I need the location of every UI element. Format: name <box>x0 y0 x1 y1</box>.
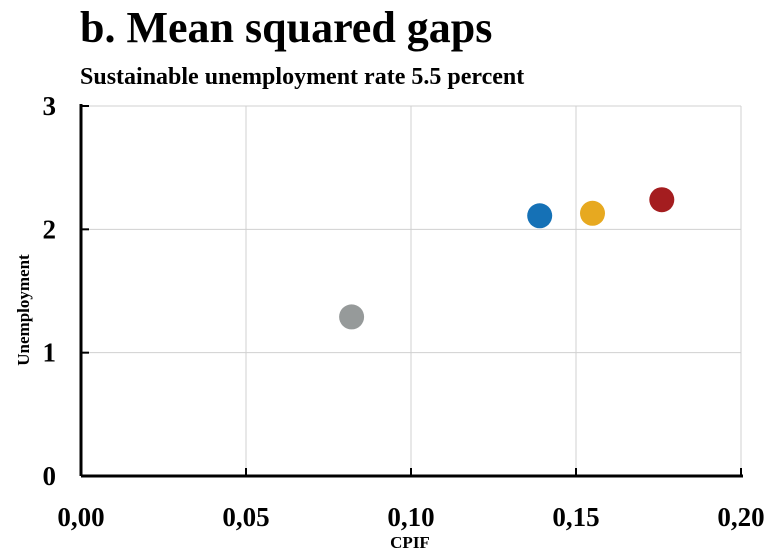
x-tick-label: 0,20 <box>717 502 764 532</box>
data-point <box>649 187 675 213</box>
grid-lines <box>81 105 742 476</box>
y-tick-labels: 0 1 2 3 <box>43 91 57 491</box>
data-point <box>527 203 553 229</box>
x-axis-label: CPIF <box>390 533 430 552</box>
axes <box>79 104 743 478</box>
x-tick-label: 0,05 <box>222 502 269 532</box>
y-axis-label: Unemployment <box>14 254 33 366</box>
data-point <box>580 200 605 226</box>
data-point <box>339 304 365 330</box>
y-tick-label: 0 <box>43 461 57 491</box>
chart-title: b. Mean squared gaps <box>80 3 493 52</box>
chart-subtitle: Sustainable unemployment rate 5.5 percen… <box>80 64 525 90</box>
y-tick-label: 1 <box>43 338 57 368</box>
x-tick-label: 0,10 <box>387 502 434 532</box>
data-points <box>339 187 675 330</box>
y-tick-label: 2 <box>43 214 57 244</box>
x-tick-label: 0,15 <box>552 502 599 532</box>
x-tick-label: 0,00 <box>57 502 104 532</box>
y-tick-label: 3 <box>43 91 57 121</box>
x-tick-labels: 0,00 0,05 0,10 0,15 0,20 <box>57 502 764 532</box>
